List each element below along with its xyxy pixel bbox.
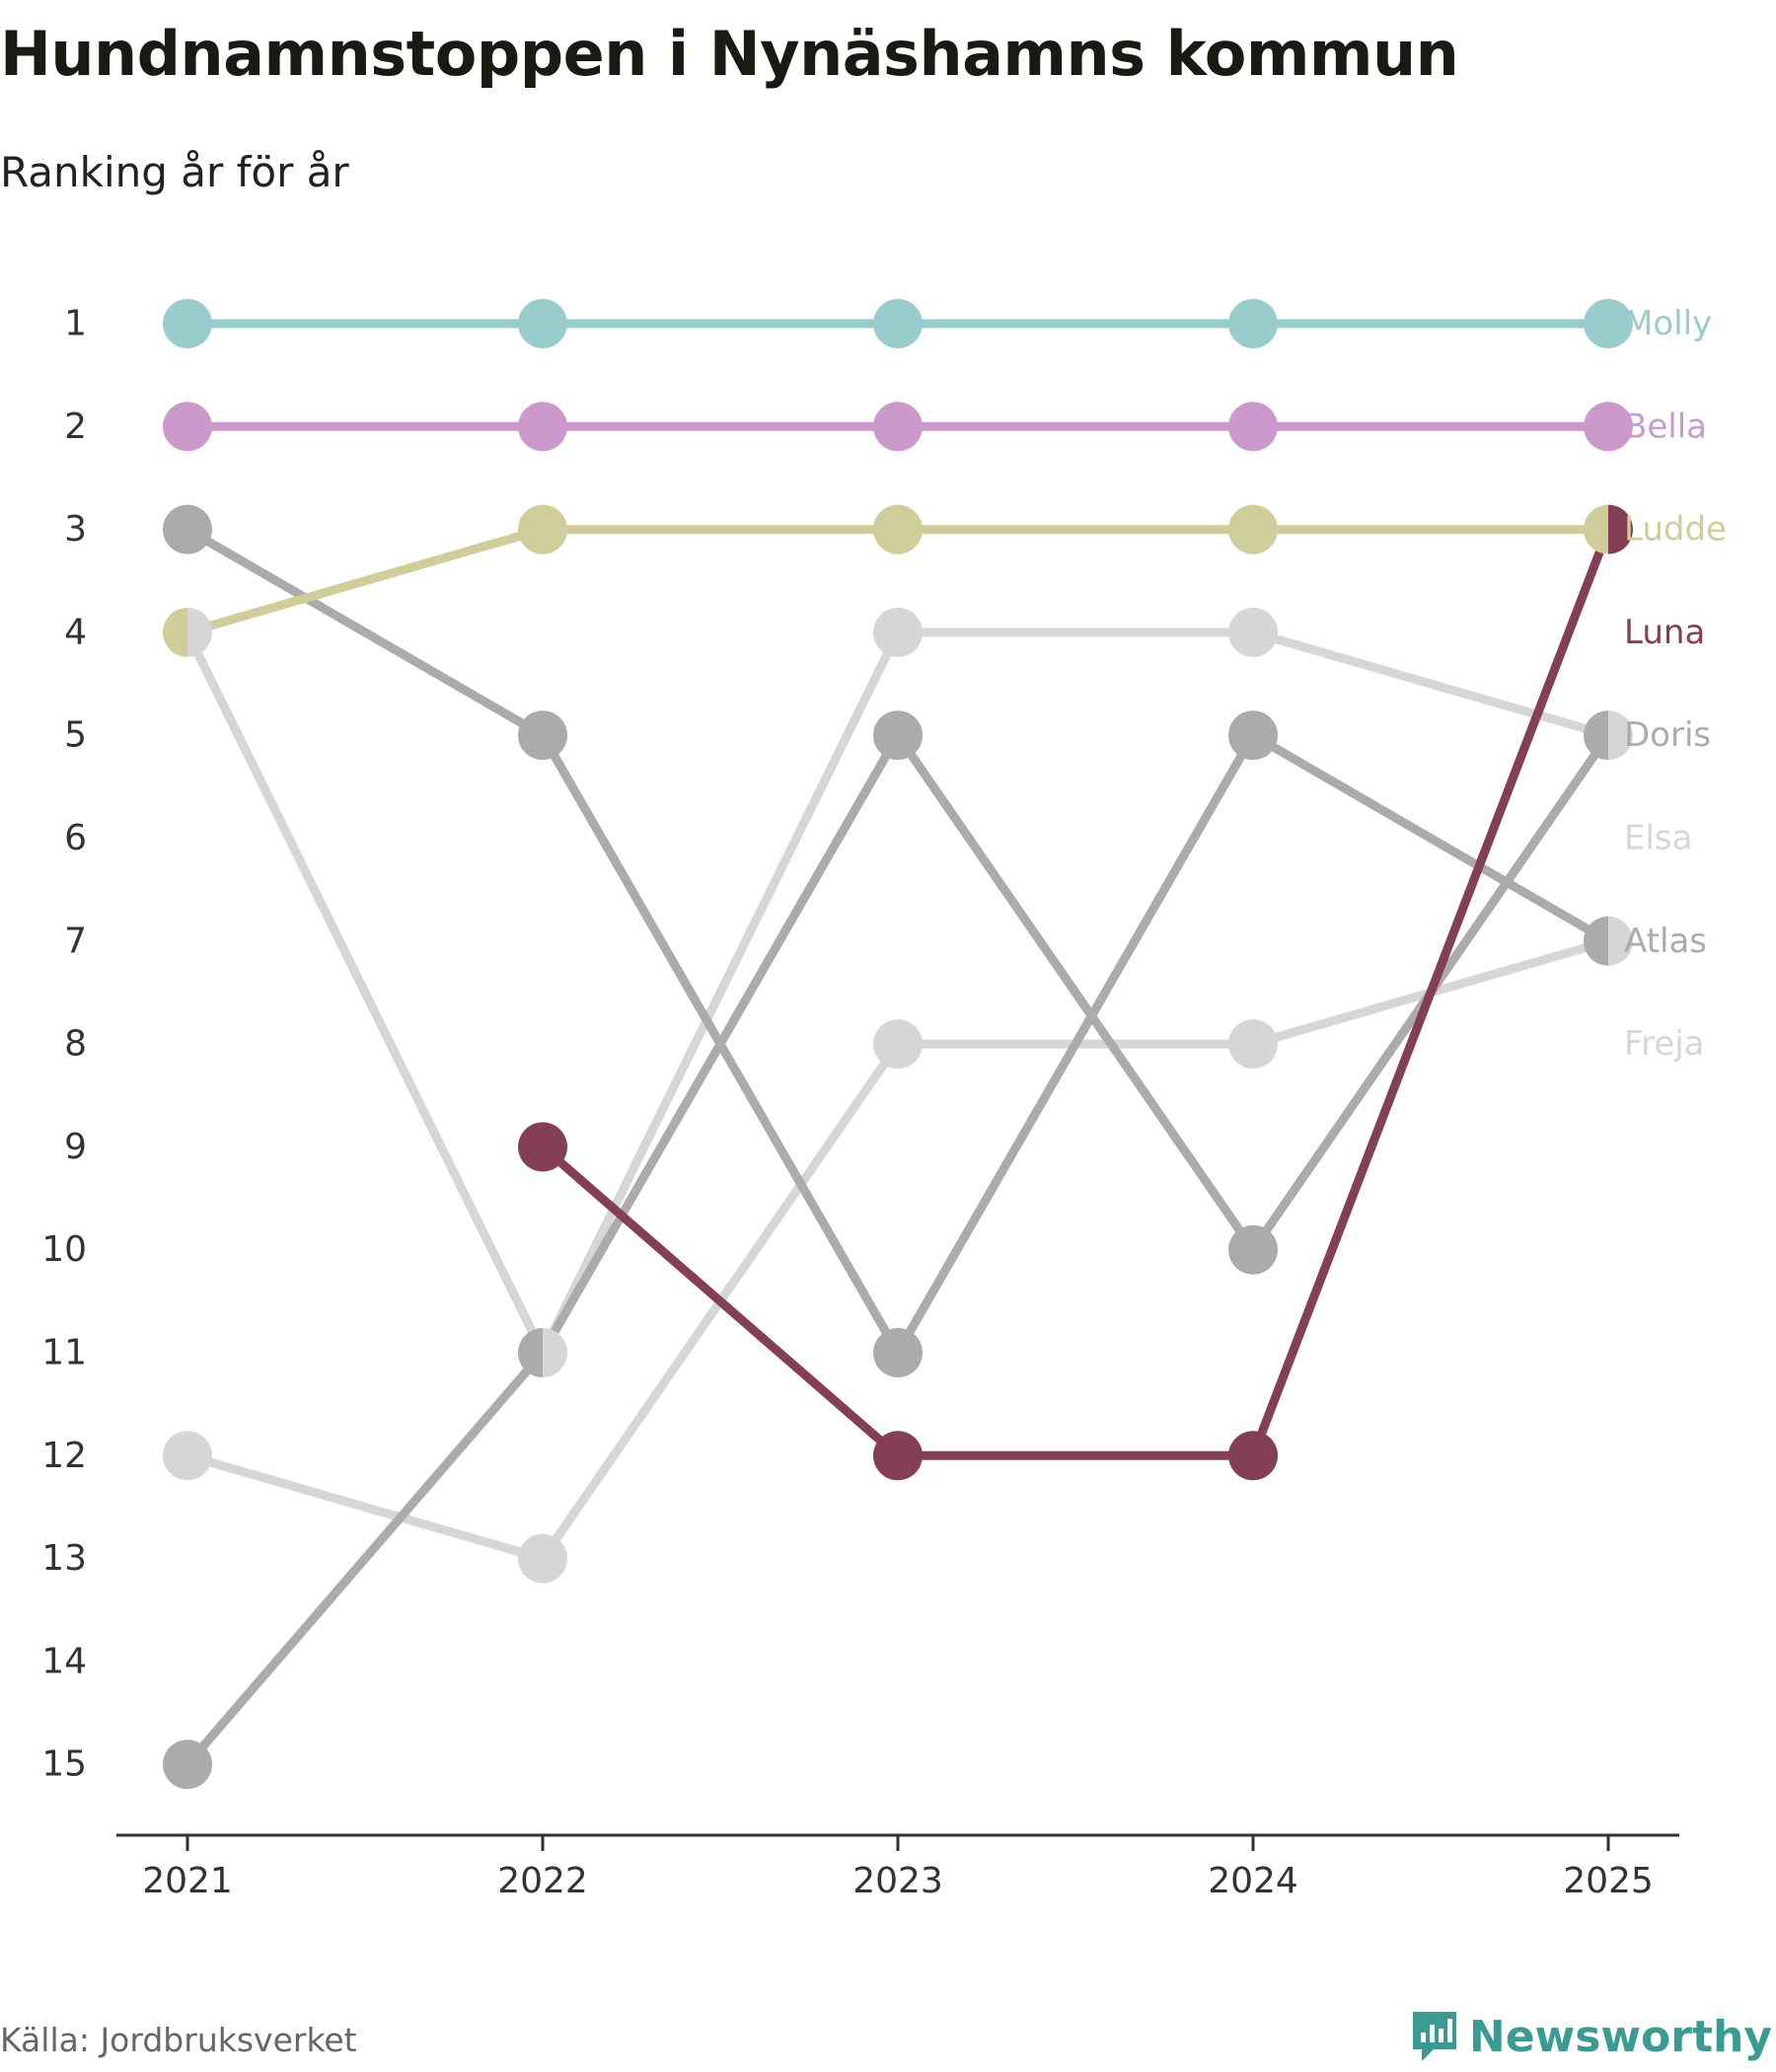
point-elsa-2024 xyxy=(1228,607,1278,657)
y-tick-label-14: 14 xyxy=(41,1641,87,1681)
y-tick-label-6: 6 xyxy=(64,818,87,858)
x-tick-label-2022: 2022 xyxy=(497,1861,588,1901)
y-tick-label-1: 1 xyxy=(64,304,87,344)
source-note: Källa: Jordbruksverket xyxy=(0,2021,357,2059)
y-tick-label-5: 5 xyxy=(64,715,87,756)
series-label-freja: Freja xyxy=(1624,1024,1705,1064)
point-elsa-2021 xyxy=(187,607,213,657)
point-freja-2022 xyxy=(518,1533,567,1584)
point-bella-2022 xyxy=(518,402,567,452)
point-elsa-2025 xyxy=(1608,710,1633,761)
point-elsa-2023 xyxy=(873,607,923,657)
y-tick-label-9: 9 xyxy=(64,1127,87,1167)
point-freja-2024 xyxy=(1228,1019,1278,1070)
point-freja-2021 xyxy=(163,1431,212,1481)
y-tick-label-10: 10 xyxy=(41,1229,87,1270)
series-points xyxy=(163,299,1633,1790)
point-molly-2021 xyxy=(163,299,212,348)
y-tick-label-15: 15 xyxy=(41,1744,87,1785)
y-tick-label-13: 13 xyxy=(41,1538,87,1579)
point-ludde-2024 xyxy=(1228,504,1278,555)
newsworthy-logo-icon xyxy=(1412,2012,1456,2061)
x-tick-label-2023: 2023 xyxy=(852,1861,943,1901)
x-tick-label-2024: 2024 xyxy=(1208,1861,1298,1901)
point-bella-2021 xyxy=(163,402,212,452)
y-tick-label-11: 11 xyxy=(41,1333,87,1373)
brand-logo: Newsworthy xyxy=(1410,2009,1772,2064)
point-luna-2025 xyxy=(1608,504,1633,555)
series-label-luna: Luna xyxy=(1624,613,1705,652)
point-bella-2025 xyxy=(1584,402,1633,452)
point-luna-2023 xyxy=(873,1431,923,1481)
point-atlas-2025 xyxy=(1583,916,1608,966)
point-atlas-2021 xyxy=(163,504,212,555)
point-molly-2024 xyxy=(1228,299,1278,348)
series-label-atlas: Atlas xyxy=(1624,922,1707,961)
point-doris-2021 xyxy=(163,1739,212,1790)
point-atlas-2022 xyxy=(518,710,567,761)
chart-subtitle: Ranking år för år xyxy=(0,148,349,196)
point-ludde-2025 xyxy=(1584,504,1608,555)
point-atlas-2023 xyxy=(873,1328,923,1377)
series-label-molly: Molly xyxy=(1624,304,1712,343)
series-line-luna xyxy=(538,525,1613,1460)
series-line-doris xyxy=(183,730,1613,1769)
point-doris-2023 xyxy=(873,710,923,761)
point-doris-2022 xyxy=(518,1328,543,1377)
y-tick-label-3: 3 xyxy=(64,509,87,550)
point-molly-2025 xyxy=(1584,299,1633,348)
point-elsa-2022 xyxy=(543,1328,567,1377)
series-label-ludde: Ludde xyxy=(1624,510,1727,550)
y-tick-label-4: 4 xyxy=(64,612,87,652)
point-molly-2022 xyxy=(518,299,567,348)
y-tick-label-7: 7 xyxy=(64,921,87,961)
point-ludde-2023 xyxy=(873,504,923,555)
point-doris-2024 xyxy=(1228,1224,1278,1275)
point-molly-2023 xyxy=(873,299,923,348)
point-ludde-2021 xyxy=(163,607,187,657)
series-label-bella: Bella xyxy=(1624,407,1707,446)
point-bella-2024 xyxy=(1228,402,1278,452)
y-tick-label-2: 2 xyxy=(64,407,87,447)
point-luna-2024 xyxy=(1228,1431,1278,1481)
x-axis: 2021 2022 2023 2024 2025 xyxy=(116,1833,1679,1901)
x-tick-label-2025: 2025 xyxy=(1563,1861,1654,1901)
point-bella-2023 xyxy=(873,402,923,452)
point-doris-2025 xyxy=(1583,710,1608,761)
y-tick-label-8: 8 xyxy=(64,1024,87,1065)
series-label-elsa: Elsa xyxy=(1624,819,1692,858)
series-label-doris: Doris xyxy=(1624,715,1711,755)
point-freja-2023 xyxy=(873,1019,923,1070)
x-tick-label-2021: 2021 xyxy=(142,1861,233,1901)
point-ludde-2022 xyxy=(518,504,567,555)
point-freja-2025 xyxy=(1608,916,1633,966)
brand-name: Newsworthy xyxy=(1468,2011,1772,2062)
series-labels: Molly Bella Ludde Luna Doris Elsa Atlas Freja xyxy=(1624,304,1727,1064)
y-tick-label-12: 12 xyxy=(41,1436,87,1476)
chart-title: Hundnamnstoppen i Nynäshamns kommun xyxy=(0,18,1459,90)
point-atlas-2024 xyxy=(1228,710,1278,761)
point-luna-2022 xyxy=(518,1122,567,1172)
